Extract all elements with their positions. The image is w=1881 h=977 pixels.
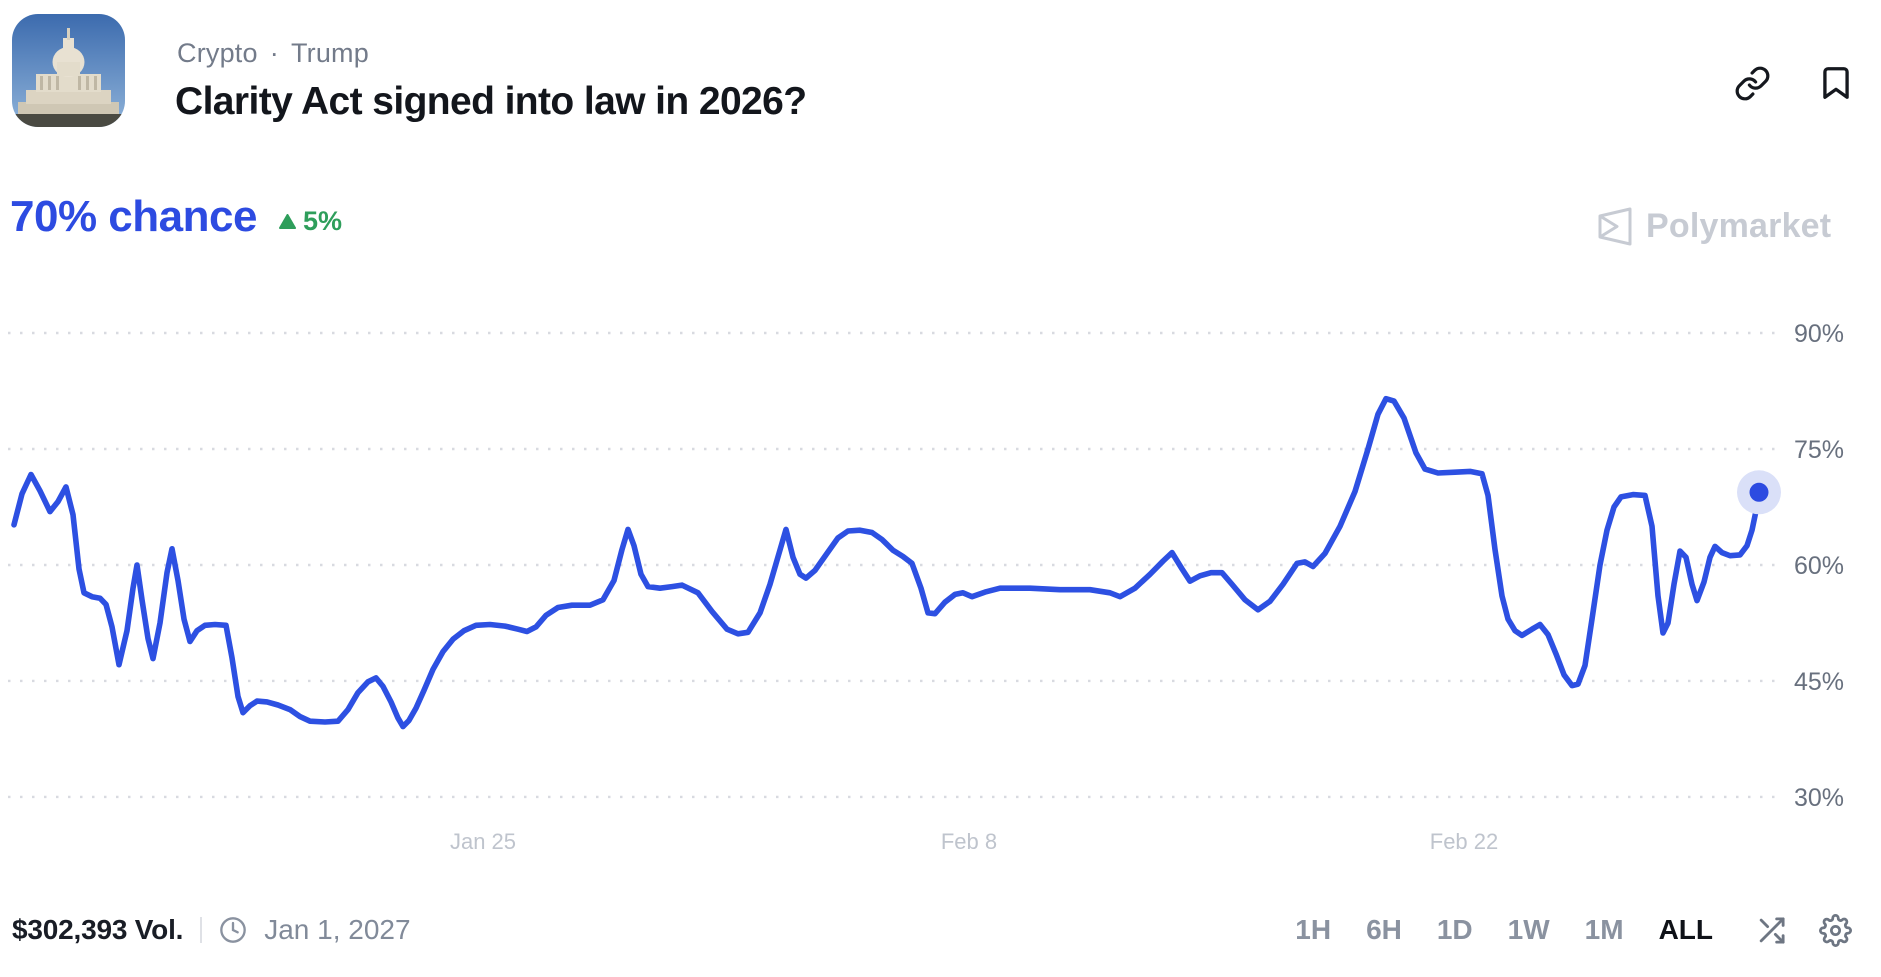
timeframe-1d[interactable]: 1D xyxy=(1433,912,1477,948)
gear-icon xyxy=(1819,913,1852,947)
price-row: 70% chance 5% xyxy=(10,192,342,242)
link-icon xyxy=(1735,66,1770,100)
timeframe-controls: 1H 6H 1D 1W 1M ALL xyxy=(1291,912,1852,948)
timeframe-1w[interactable]: 1W xyxy=(1504,912,1554,948)
y-axis-label: 90% xyxy=(1794,320,1844,348)
change-badge: 5% xyxy=(278,205,342,237)
capitol-image xyxy=(12,14,125,127)
y-axis-label: 30% xyxy=(1794,784,1844,812)
bookmark-icon xyxy=(1823,67,1849,99)
breadcrumb-separator: · xyxy=(269,38,279,68)
timeframe-all[interactable]: ALL xyxy=(1655,912,1717,948)
market-title: Clarity Act signed into law in 2026? xyxy=(175,80,807,123)
copy-link-button[interactable] xyxy=(1734,65,1771,102)
volume-label: $302,393 Vol. xyxy=(12,914,184,945)
breadcrumb-tag[interactable]: Trump xyxy=(290,38,369,68)
probability-line[interactable] xyxy=(11,395,1762,730)
footer-bar: $302,393 Vol. Jan 1, 2027 1H 6H 1D 1W 1M… xyxy=(0,903,1881,957)
timeframe-1m[interactable]: 1M xyxy=(1581,912,1628,948)
timeframe-1h[interactable]: 1H xyxy=(1291,912,1335,948)
endpoint-dot xyxy=(1749,482,1769,502)
x-axis-label: Feb 8 xyxy=(941,829,997,854)
footer-meta: $302,393 Vol. Jan 1, 2027 xyxy=(12,914,411,946)
header-actions xyxy=(1734,62,1855,104)
triangle-up-icon xyxy=(278,213,296,229)
x-axis-label: Feb 22 xyxy=(1430,829,1499,854)
bookmark-button[interactable] xyxy=(1817,62,1855,104)
polymarket-logo-icon xyxy=(1598,207,1632,246)
breadcrumb-category[interactable]: Crypto xyxy=(177,38,258,68)
market-thumbnail-capitol xyxy=(12,14,125,127)
end-date-label: Jan 1, 2027 xyxy=(264,914,411,945)
polymarket-watermark[interactable]: Polymarket xyxy=(1597,206,1831,247)
change-value: 5% xyxy=(302,205,342,236)
settings-button[interactable] xyxy=(1819,913,1852,947)
footer-icons xyxy=(1756,913,1852,947)
watermark-brand: Polymarket xyxy=(1646,207,1832,245)
divider xyxy=(200,917,203,943)
y-axis-label: 45% xyxy=(1794,668,1844,696)
timeframe-6h[interactable]: 6H xyxy=(1362,912,1406,948)
chance-label: 70% chance xyxy=(10,192,257,241)
y-axis-label: 75% xyxy=(1794,436,1844,464)
breadcrumb: Crypto · Trump xyxy=(177,38,369,69)
y-axis-label: 60% xyxy=(1794,552,1844,580)
shuffle-button[interactable] xyxy=(1756,915,1787,946)
shuffle-icon xyxy=(1759,916,1785,944)
x-axis-label: Jan 25 xyxy=(450,829,516,854)
clock-icon xyxy=(220,917,247,943)
